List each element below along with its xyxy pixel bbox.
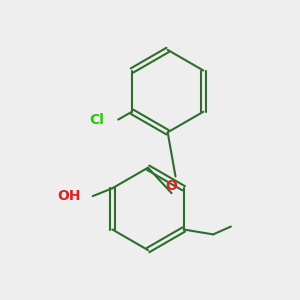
Text: Cl: Cl xyxy=(90,112,104,127)
Text: OH: OH xyxy=(57,189,81,203)
Text: O: O xyxy=(166,179,178,193)
